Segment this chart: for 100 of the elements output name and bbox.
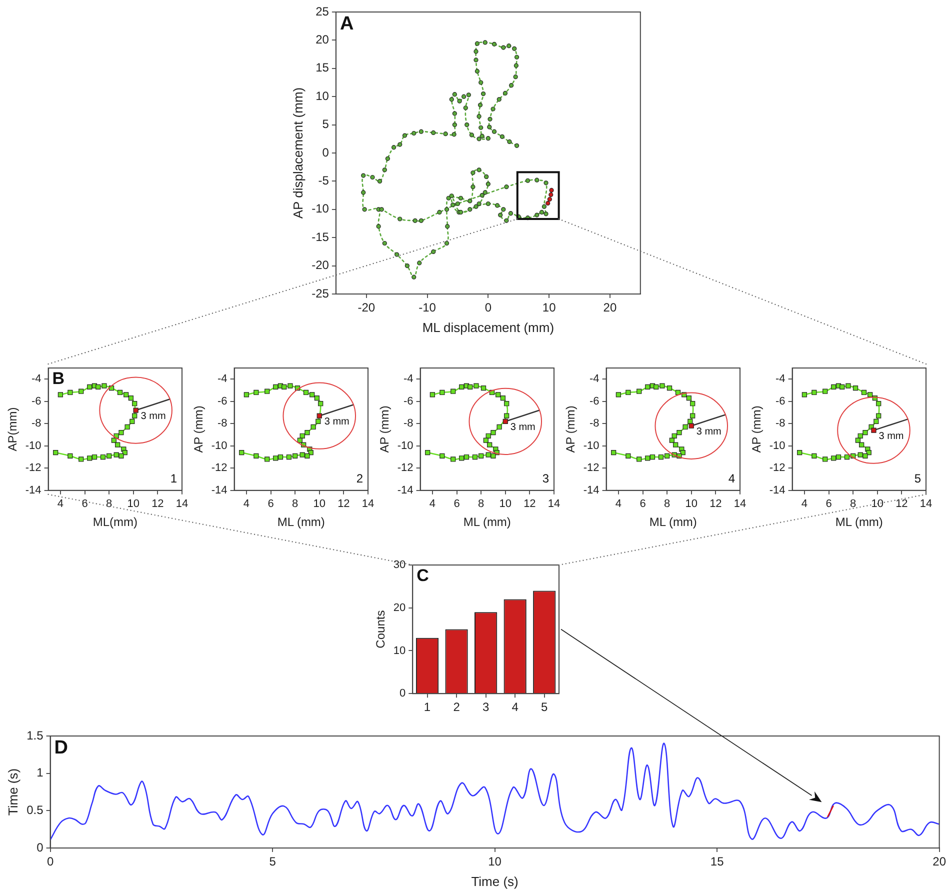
point — [316, 418, 321, 424]
point — [658, 454, 664, 460]
y-axis-title: AP (mm) — [564, 406, 578, 453]
chart-title: A — [340, 14, 354, 35]
x-tick-label: 4 — [57, 498, 64, 510]
point — [626, 453, 631, 458]
y-tick-label: -4 — [32, 373, 42, 386]
x-axis-title: Time (s) — [471, 874, 518, 889]
y-axis-title: AP (mm) — [192, 406, 206, 453]
y-tick-label: -14 — [397, 484, 414, 496]
y-tick-label: 0.5 — [26, 802, 44, 817]
annotation: 2 — [356, 472, 364, 486]
chart-title: C — [416, 566, 429, 586]
point — [68, 390, 73, 396]
point — [636, 388, 642, 394]
point — [855, 438, 860, 443]
point — [254, 390, 259, 396]
x-axis-title: ML (mm) — [835, 515, 883, 530]
y-tick-label: 30 — [393, 559, 406, 572]
point — [264, 388, 270, 394]
y-axis-title: AP(mm) — [6, 407, 20, 452]
point — [504, 401, 510, 406]
x-tick-label: 10 — [871, 498, 884, 510]
y-tick-label: -10 — [312, 202, 330, 216]
point — [273, 384, 278, 390]
point — [450, 388, 456, 394]
y-tick-label: -6 — [404, 395, 414, 408]
point — [852, 385, 858, 391]
y-tick-label: -10 — [583, 440, 600, 452]
x-tick-label: 20 — [603, 300, 617, 315]
point — [472, 454, 478, 460]
x-tick-label: 12 — [338, 498, 350, 510]
point — [660, 383, 665, 388]
point — [314, 395, 320, 401]
point — [68, 453, 73, 458]
point — [690, 401, 696, 406]
annotation: 3 mm — [696, 426, 722, 438]
y-tick-label: 20 — [316, 32, 330, 47]
point — [316, 413, 322, 418]
point — [496, 424, 502, 430]
point — [264, 456, 270, 462]
point — [496, 392, 501, 398]
x-axis-title: ML displacement (mm) — [422, 320, 554, 335]
point — [858, 452, 863, 458]
x-tick-label: 4 — [429, 498, 436, 510]
x-tick-label: -10 — [418, 300, 436, 315]
point — [96, 384, 101, 390]
point — [673, 442, 678, 448]
y-tick-label: -12 — [397, 462, 414, 474]
x-tick-label: 4 — [243, 498, 250, 510]
y-tick-label: 0 — [400, 688, 406, 700]
point — [871, 428, 876, 433]
x-tick-label: 6 — [268, 498, 274, 510]
x-tick-label: 6 — [454, 498, 460, 510]
point — [310, 424, 316, 430]
point — [244, 392, 250, 398]
x-tick-label: 10 — [488, 854, 502, 869]
x-tick-label: 5 — [269, 854, 276, 869]
point — [500, 395, 506, 401]
y-tick-label: -12 — [211, 462, 228, 474]
y-tick-label: -14 — [211, 484, 228, 496]
y-tick-label: -14 — [769, 484, 786, 496]
y-tick-label: -10 — [25, 440, 42, 452]
y-tick-label: -25 — [312, 286, 330, 300]
point — [844, 454, 850, 460]
point — [664, 453, 670, 458]
chart-title: D — [54, 738, 68, 759]
y-tick-label: -4 — [776, 373, 786, 386]
point — [650, 454, 656, 460]
x-tick-label: 12 — [152, 498, 164, 510]
point — [490, 430, 496, 436]
point — [645, 456, 650, 461]
point — [78, 388, 84, 394]
y-tick-label: 10 — [316, 88, 330, 103]
point — [273, 456, 278, 461]
point — [822, 388, 828, 394]
x-tick-label: 10 — [127, 498, 140, 510]
x-axis-title: ML(mm) — [92, 515, 138, 530]
point — [611, 450, 616, 456]
point — [812, 390, 817, 396]
point — [425, 450, 430, 456]
point — [100, 454, 106, 460]
point — [310, 392, 315, 398]
point — [688, 418, 693, 424]
point — [132, 413, 138, 418]
x-tick-label: 6 — [82, 498, 88, 510]
y-tick-label: -8 — [218, 418, 228, 430]
point — [58, 392, 64, 398]
x-tick-label: 8 — [292, 498, 298, 510]
x-tick-label: 12 — [710, 498, 722, 510]
x-axis-title: ML (mm) — [277, 515, 325, 530]
point — [450, 456, 456, 462]
y-axis-title: Counts — [374, 610, 388, 648]
point — [490, 453, 496, 458]
x-tick-label: 14 — [362, 498, 374, 510]
y-axis-title: AP (mm) — [378, 406, 392, 453]
point — [859, 442, 864, 448]
point — [549, 188, 554, 193]
point — [128, 395, 134, 401]
point — [487, 442, 492, 448]
